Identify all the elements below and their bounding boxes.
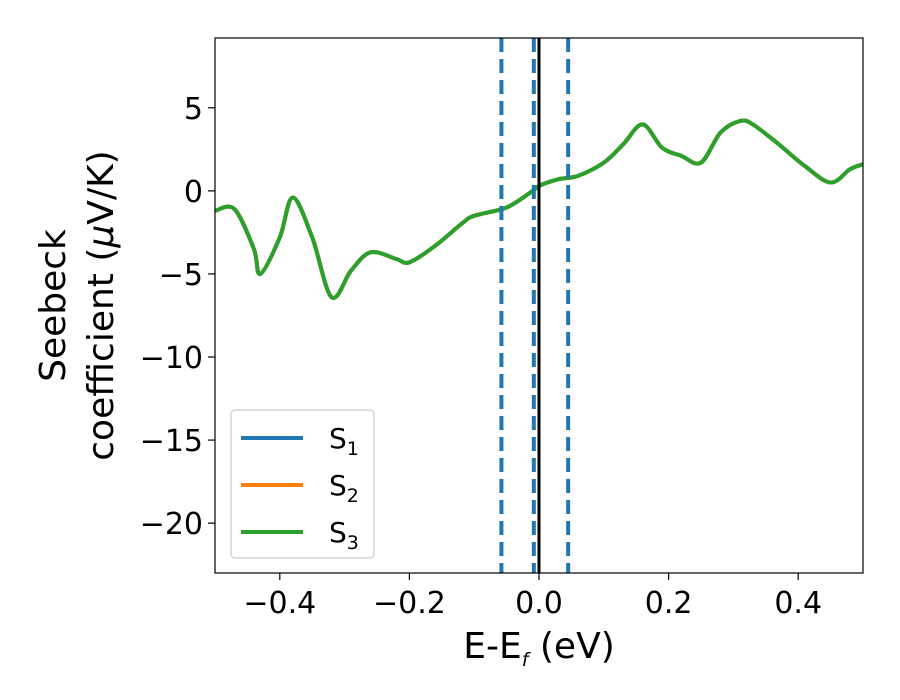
y-tick-label: −10 bbox=[140, 341, 203, 376]
y-tick-label: 5 bbox=[184, 92, 203, 127]
y-tick-label: 0 bbox=[184, 175, 203, 210]
x-axis-title-unit: (eV) bbox=[528, 626, 614, 667]
legend: S1 S2 S3 bbox=[230, 409, 375, 559]
y-axis-title-line2-a: coefficient ( bbox=[81, 248, 122, 461]
x-tick-label: 0.0 bbox=[515, 586, 563, 621]
x-tick-label: −0.2 bbox=[373, 586, 446, 621]
y-tick-label: −5 bbox=[159, 258, 203, 293]
x-axis-title-sub: f bbox=[522, 649, 532, 671]
series-line-s3 bbox=[215, 118, 863, 300]
legend-label-s2: S2 bbox=[329, 469, 359, 507]
x-axis-title-main: E-E bbox=[463, 626, 521, 667]
x-tick-label: 0.2 bbox=[645, 586, 693, 621]
x-tick-label: 0.4 bbox=[774, 586, 822, 621]
x-tick-label: −0.4 bbox=[243, 586, 316, 621]
legend-label-s3: S3 bbox=[329, 516, 359, 554]
y-axis-title-line2: coefficient (μV/K) bbox=[81, 150, 122, 460]
legend-label-s1: S1 bbox=[329, 422, 359, 460]
x-axis: −0.4 −0.2 0.0 0.2 0.4 bbox=[243, 573, 822, 621]
x-axis-title: E-Ef (eV) bbox=[463, 626, 615, 671]
y-axis: 5 0 −5 −10 −15 −20 bbox=[140, 92, 215, 542]
y-tick-label: −20 bbox=[140, 507, 203, 542]
y-axis-title: Seebeck coefficient (μV/K) bbox=[33, 150, 122, 460]
y-tick-label: −15 bbox=[140, 424, 203, 459]
y-axis-title-line1: Seebeck bbox=[33, 229, 74, 382]
plot-area bbox=[215, 38, 863, 573]
y-axis-title-mu: μ bbox=[81, 225, 122, 249]
y-axis-title-line2-b: V/K) bbox=[81, 150, 122, 224]
